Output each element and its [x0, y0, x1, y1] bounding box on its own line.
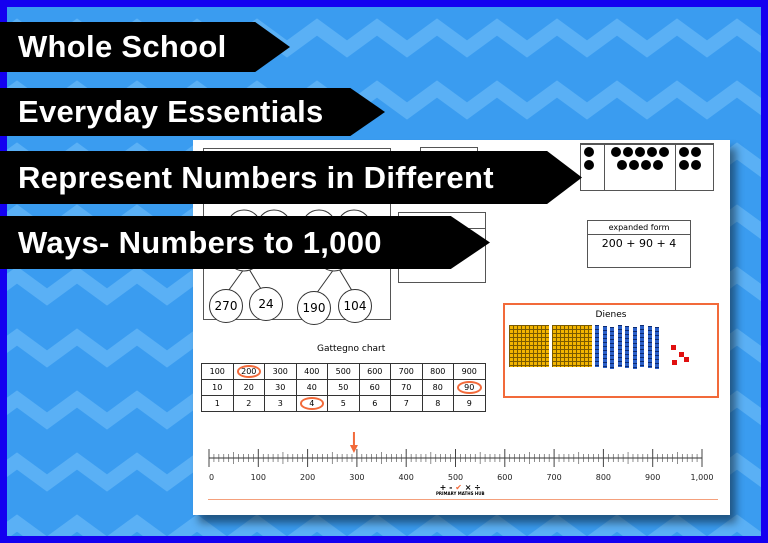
counter-dot	[635, 147, 646, 157]
gattegno-cell: 9	[453, 395, 486, 412]
ten-rod	[647, 326, 652, 368]
gattegno-cell: 1	[201, 395, 234, 412]
gattegno-cell: 400	[295, 363, 328, 380]
gattegno-cell: 900	[453, 363, 486, 380]
arrow-head	[349, 445, 358, 453]
gattegno-cell: 3	[264, 395, 297, 412]
counter-dot	[623, 147, 634, 157]
ten-rod	[610, 327, 614, 369]
tick-label: 700	[546, 473, 561, 482]
counter-dot	[611, 147, 622, 157]
tick-label: 500	[448, 473, 463, 482]
one-cube	[670, 345, 676, 350]
title-banner: Represent Numbers in Different	[0, 151, 582, 204]
gattegno-cell: 30	[264, 379, 297, 396]
tick-label: 0	[209, 473, 214, 482]
part-circle: 104	[338, 289, 372, 323]
number-line: 0 100 200 300 400 500 600 700 800 900 1,000	[208, 432, 714, 482]
counter-dot	[691, 147, 702, 157]
expanded-form-box: expanded form 200 + 90 + 4	[587, 220, 691, 268]
primary-maths-hub-logo: + - ✔ × ÷ PRIMARY MATHS HUB	[433, 484, 488, 496]
tick-label: 200	[300, 473, 315, 482]
gattegno-cell: 60	[358, 379, 391, 396]
tick-label: 400	[399, 473, 414, 482]
counter-dot	[679, 160, 690, 170]
one-cube	[671, 360, 677, 365]
gattegno-cell: 200	[232, 363, 265, 380]
gattegno-cell: 7	[390, 395, 423, 412]
gattegno-cell: 40	[295, 379, 328, 396]
title-banner: Everyday Essentials	[0, 88, 385, 136]
circle-highlight	[299, 397, 324, 410]
gattegno-cell: 10	[201, 379, 234, 396]
ten-rod	[617, 325, 622, 367]
counter-dot	[653, 160, 664, 170]
gattegno-title: Gattegno chart	[317, 344, 386, 354]
gattegno-cell: 300	[264, 363, 297, 380]
counter-dot	[679, 147, 690, 157]
tick-label: 1,000	[691, 473, 714, 482]
part-circle: 190	[297, 291, 331, 325]
hundred-block	[552, 325, 592, 367]
tick-label: 600	[497, 473, 512, 482]
dienes-box: Dienes	[503, 303, 719, 398]
gattegno-cell: 20	[232, 379, 265, 396]
gattegno-cell: 800	[421, 363, 454, 380]
counter-dot	[691, 160, 702, 170]
counter-dot	[659, 147, 670, 157]
footer-line	[208, 499, 718, 500]
gattegno-chart: 100 200 300 400 500 600 700 800 900 10 20 30 40 50 60 7…	[201, 363, 486, 412]
gattegno-cell: 600	[358, 363, 391, 380]
gattegno-cell: 4	[295, 395, 328, 412]
circle-highlight	[457, 381, 482, 394]
one-cube	[678, 352, 684, 357]
title-banner: Ways- Numbers to 1,000	[0, 216, 490, 269]
gattegno-cell: 100	[201, 363, 234, 380]
gattegno-cell: 70	[390, 379, 423, 396]
gattegno-cell: 90	[453, 379, 486, 396]
gattegno-cell: 80	[421, 379, 454, 396]
tick-label: 100	[251, 473, 266, 482]
counter-dot	[584, 147, 594, 157]
hundred-block	[509, 325, 549, 367]
ten-rod	[632, 327, 637, 369]
gattegno-cell: 8	[421, 395, 454, 412]
title-banner: Whole School	[0, 22, 290, 72]
gattegno-cell: 6	[358, 395, 391, 412]
counter-dot	[617, 160, 628, 170]
gattegno-cell: 700	[390, 363, 423, 380]
tick-label: 300	[349, 473, 364, 482]
counter-dot	[641, 160, 652, 170]
part-circle: 270	[209, 289, 243, 323]
ten-rod	[655, 327, 659, 369]
place-value-chart	[580, 143, 714, 191]
gattegno-cell: 500	[327, 363, 360, 380]
counter-dot	[629, 160, 640, 170]
tick-label: 900	[645, 473, 660, 482]
ten-rod	[602, 326, 607, 368]
ten-rod	[640, 325, 644, 367]
circle-highlight	[236, 365, 261, 378]
part-circle: 24	[249, 287, 283, 321]
counter-dot	[647, 147, 658, 157]
counter-dot	[584, 160, 594, 170]
gattegno-cell: 2	[232, 395, 265, 412]
one-cube	[683, 357, 689, 362]
tick-label: 800	[596, 473, 611, 482]
gattegno-cell: 50	[327, 379, 360, 396]
ten-rod	[595, 325, 599, 367]
gattegno-cell: 5	[327, 395, 360, 412]
ten-rod	[625, 326, 629, 368]
